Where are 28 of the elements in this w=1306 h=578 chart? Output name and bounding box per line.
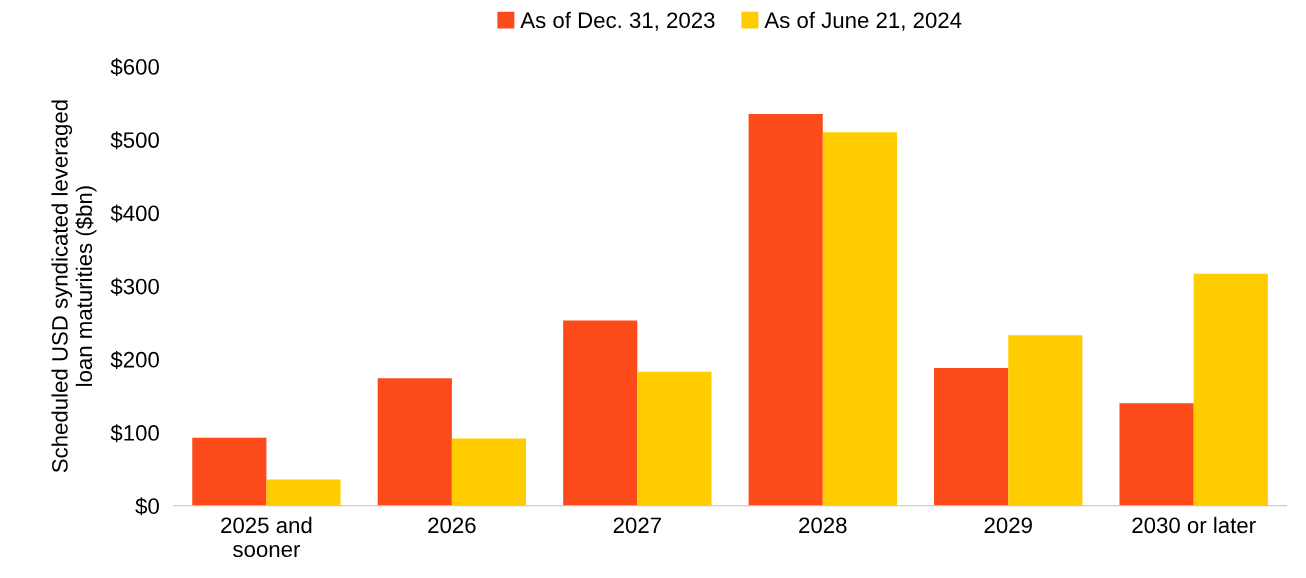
bar	[266, 479, 341, 506]
y-tick-label: $200	[110, 350, 159, 369]
bar	[934, 368, 1009, 506]
x-tick-label: 2027	[613, 517, 661, 534]
bar	[1119, 403, 1194, 506]
bar	[1008, 335, 1083, 506]
bar	[748, 114, 823, 506]
y-axis-title: Scheduled USD syndicated leveraged loan maturities ($bn)	[51, 100, 97, 473]
y-tick-label: $0	[135, 497, 159, 516]
x-tick-label: 2028	[799, 517, 847, 534]
bar	[822, 132, 897, 506]
y-tick-label: $600	[110, 58, 159, 77]
y-tick-label: $300	[110, 277, 159, 296]
bar	[1193, 273, 1268, 506]
y-tick-label: $100	[110, 424, 159, 443]
y-tick-label: $500	[110, 131, 159, 150]
legend-label: As of Dec. 31, 2023	[520, 11, 715, 31]
bar	[563, 320, 638, 506]
bar	[192, 437, 267, 506]
x-tick-label: 2029	[984, 517, 1032, 534]
x-tick-label: 2026	[428, 517, 476, 534]
x-tick-label: 2025 and sooner	[221, 516, 312, 558]
bar	[637, 371, 712, 506]
y-tick-label: $400	[110, 204, 159, 223]
bar	[377, 378, 452, 506]
bar	[451, 438, 527, 506]
legend-label: As of June 21, 2024	[764, 11, 962, 31]
x-tick-label: 2030 or later	[1132, 516, 1256, 534]
